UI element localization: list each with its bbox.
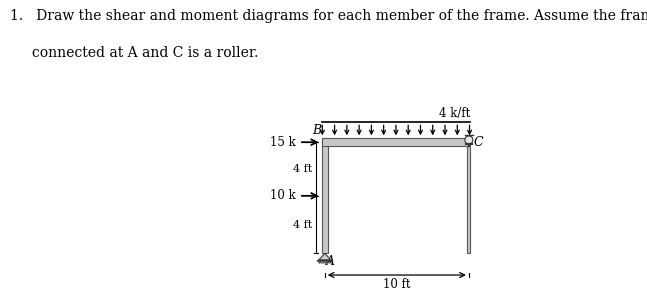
Text: 10 k: 10 k xyxy=(270,189,296,202)
Text: B: B xyxy=(312,124,321,137)
Polygon shape xyxy=(319,253,331,260)
Text: 1.   Draw the shear and moment diagrams for each member of the frame. Assume the: 1. Draw the shear and moment diagrams fo… xyxy=(10,9,647,23)
Text: 10 ft: 10 ft xyxy=(383,278,411,288)
Text: connected at A and C is a roller.: connected at A and C is a roller. xyxy=(10,46,258,60)
Bar xyxy=(322,138,328,253)
Bar xyxy=(322,138,470,146)
Text: 15 k: 15 k xyxy=(270,136,296,149)
Text: 4 ft: 4 ft xyxy=(292,220,312,230)
Text: 4 ft: 4 ft xyxy=(292,164,312,174)
Text: 4 k/ft: 4 k/ft xyxy=(439,107,470,120)
Text: C: C xyxy=(474,136,483,149)
Bar xyxy=(467,146,470,253)
Text: A: A xyxy=(326,255,335,268)
Circle shape xyxy=(465,136,473,144)
